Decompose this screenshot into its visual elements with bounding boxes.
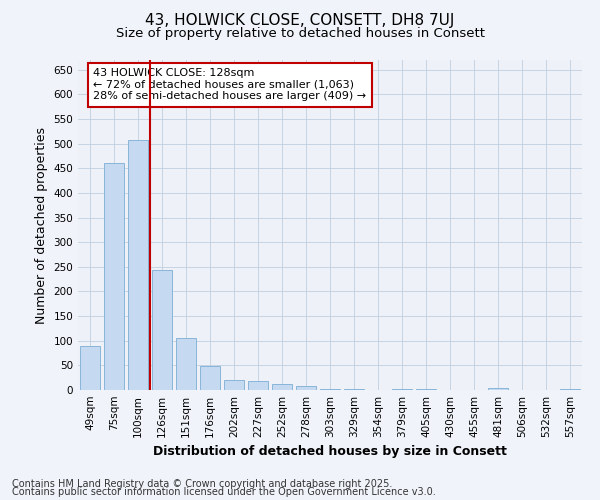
Bar [488, 388, 508, 390]
Bar [392, 389, 412, 390]
Y-axis label: Number of detached properties: Number of detached properties [35, 126, 48, 324]
Bar [416, 389, 436, 390]
Text: 43 HOLWICK CLOSE: 128sqm
← 72% of detached houses are smaller (1,063)
28% of sem: 43 HOLWICK CLOSE: 128sqm ← 72% of detach… [93, 68, 366, 102]
Bar [320, 388, 340, 390]
Bar [560, 389, 580, 390]
Bar [80, 346, 100, 390]
Bar [272, 384, 292, 390]
X-axis label: Distribution of detached houses by size in Consett: Distribution of detached houses by size … [153, 446, 507, 458]
Text: Contains HM Land Registry data © Crown copyright and database right 2025.: Contains HM Land Registry data © Crown c… [12, 479, 392, 489]
Bar [248, 380, 268, 390]
Text: 43, HOLWICK CLOSE, CONSETT, DH8 7UJ: 43, HOLWICK CLOSE, CONSETT, DH8 7UJ [145, 12, 455, 28]
Bar [344, 389, 364, 390]
Text: Contains public sector information licensed under the Open Government Licence v3: Contains public sector information licen… [12, 487, 436, 497]
Bar [152, 270, 172, 390]
Bar [176, 338, 196, 390]
Bar [296, 386, 316, 390]
Bar [128, 140, 148, 390]
Bar [200, 366, 220, 390]
Bar [104, 164, 124, 390]
Text: Size of property relative to detached houses in Consett: Size of property relative to detached ho… [115, 28, 485, 40]
Bar [224, 380, 244, 390]
